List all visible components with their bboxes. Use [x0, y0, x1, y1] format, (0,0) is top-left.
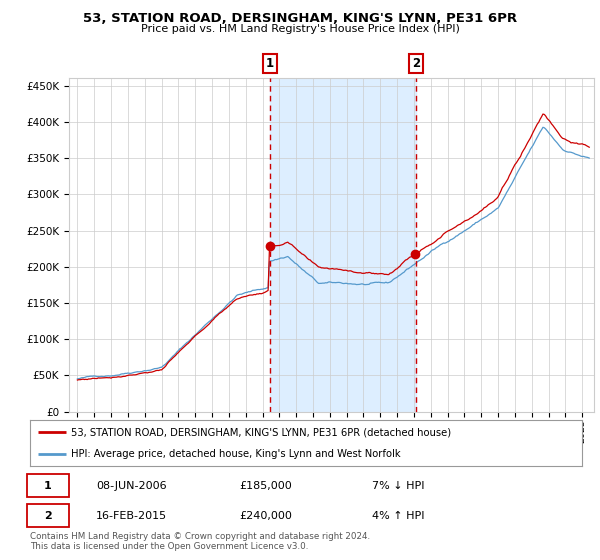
FancyBboxPatch shape [27, 505, 68, 528]
Text: 53, STATION ROAD, DERSINGHAM, KING'S LYNN, PE31 6PR (detached house): 53, STATION ROAD, DERSINGHAM, KING'S LYN… [71, 427, 452, 437]
Text: £185,000: £185,000 [240, 480, 293, 491]
Text: 7% ↓ HPI: 7% ↓ HPI [372, 480, 425, 491]
Text: 53, STATION ROAD, DERSINGHAM, KING'S LYNN, PE31 6PR: 53, STATION ROAD, DERSINGHAM, KING'S LYN… [83, 12, 517, 25]
Text: Price paid vs. HM Land Registry's House Price Index (HPI): Price paid vs. HM Land Registry's House … [140, 24, 460, 34]
Text: 16-FEB-2015: 16-FEB-2015 [96, 511, 167, 521]
Text: Contains HM Land Registry data © Crown copyright and database right 2024.
This d: Contains HM Land Registry data © Crown c… [30, 532, 370, 552]
FancyBboxPatch shape [27, 474, 68, 497]
Text: 1: 1 [266, 57, 274, 70]
Text: 08-JUN-2006: 08-JUN-2006 [96, 480, 167, 491]
Text: 2: 2 [44, 511, 52, 521]
Text: 1: 1 [44, 480, 52, 491]
Text: HPI: Average price, detached house, King's Lynn and West Norfolk: HPI: Average price, detached house, King… [71, 450, 401, 459]
Text: 2: 2 [412, 57, 420, 70]
Text: 4% ↑ HPI: 4% ↑ HPI [372, 511, 425, 521]
Text: £240,000: £240,000 [240, 511, 293, 521]
Bar [270, 78, 416, 412]
